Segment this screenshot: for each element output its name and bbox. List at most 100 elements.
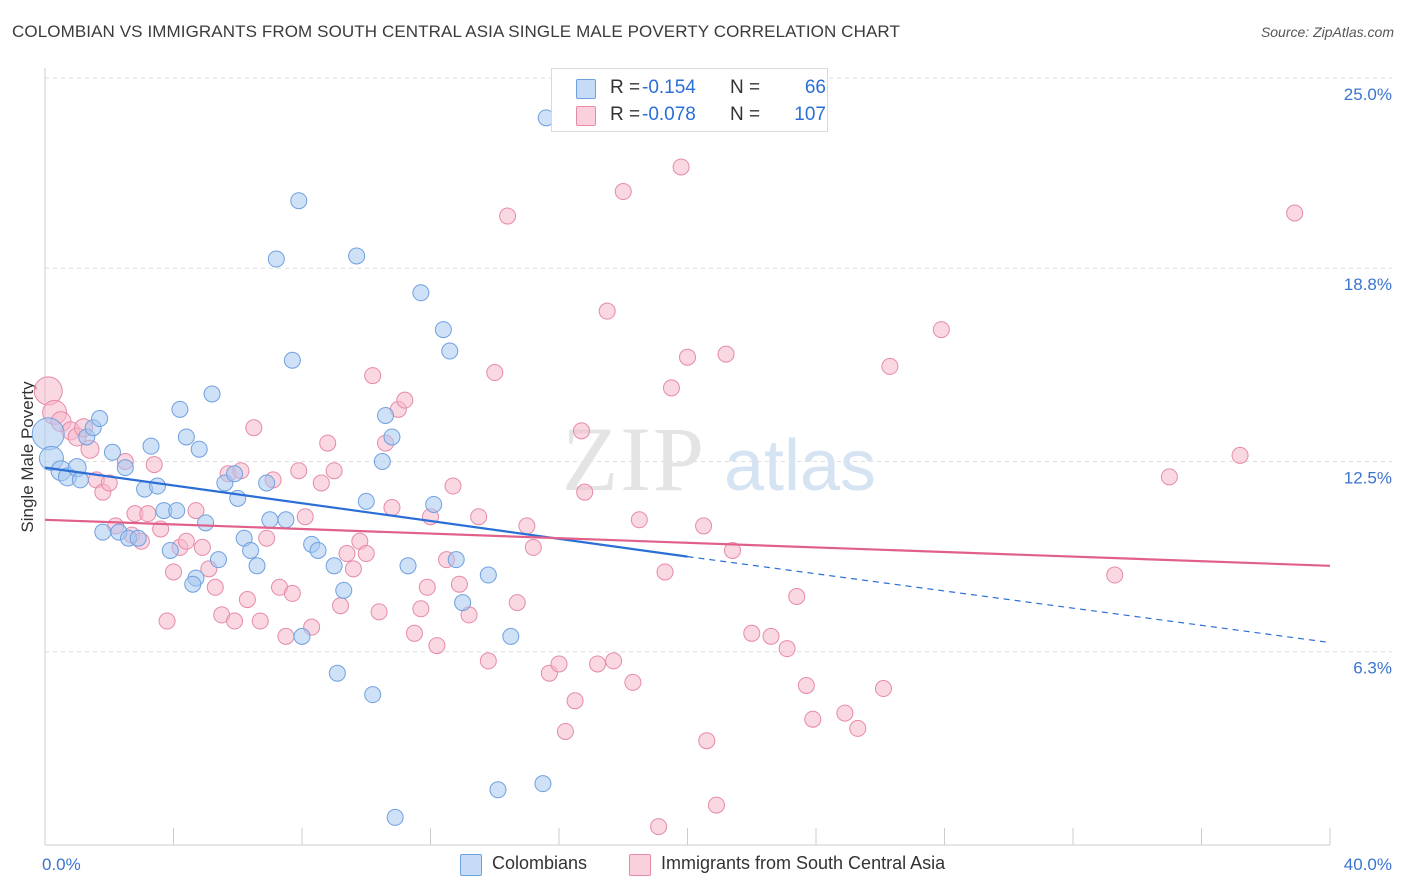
bottom-legend-label: Immigrants from South Central Asia	[661, 853, 946, 873]
data-point-colombians	[454, 594, 472, 612]
data-point-colombians	[335, 581, 353, 599]
data-point-south-central-asia	[762, 627, 780, 645]
gridlines	[45, 77, 1392, 653]
legend-r-label: R =	[610, 104, 641, 125]
data-point-south-central-asia	[874, 680, 892, 698]
data-point-colombians	[502, 627, 520, 645]
data-point-south-central-asia	[550, 655, 568, 673]
data-point-colombians	[31, 417, 65, 451]
correlation-legend: R = -0.154 N = 66 R = -0.078 N = 107	[551, 68, 828, 132]
series-south-central-asia-points	[33, 158, 1304, 836]
data-point-colombians	[309, 541, 327, 559]
data-point-south-central-asia	[656, 563, 674, 581]
data-point-south-central-asia	[226, 612, 244, 630]
x-tick-label-min: 0.0%	[42, 855, 81, 874]
data-point-colombians	[441, 342, 459, 360]
data-point-south-central-asia	[499, 207, 517, 225]
data-point-colombians	[267, 250, 285, 268]
data-point-south-central-asia	[679, 348, 696, 366]
data-point-colombians	[91, 410, 109, 428]
data-point-colombians	[261, 511, 279, 529]
data-point-colombians	[148, 477, 166, 495]
data-point-colombians	[142, 437, 160, 455]
legend-r-value: -0.154	[642, 77, 696, 98]
data-point-south-central-asia	[486, 364, 504, 382]
data-point-south-central-asia	[470, 508, 488, 526]
data-point-south-central-asia	[319, 434, 337, 452]
tick-labels: 6.3% 12.5% 18.8% 25.0% 0.0% 40.0%	[42, 85, 1392, 874]
data-point-colombians	[293, 627, 311, 645]
data-point-south-central-asia	[788, 587, 806, 605]
data-point-south-central-asia	[849, 719, 867, 737]
data-point-south-central-asia	[357, 545, 375, 563]
data-point-south-central-asia	[325, 462, 343, 480]
data-point-colombians	[248, 557, 266, 575]
data-point-south-central-asia	[444, 477, 462, 495]
data-point-colombians	[489, 781, 507, 799]
chart-title: COLOMBIAN VS IMMIGRANTS FROM SOUTH CENTR…	[12, 22, 900, 41]
data-point-south-central-asia	[630, 511, 648, 529]
data-point-south-central-asia	[238, 591, 256, 609]
data-point-south-central-asia	[1231, 446, 1249, 464]
data-point-south-central-asia	[614, 183, 632, 201]
legend-swatch-blue	[576, 79, 596, 99]
data-point-south-central-asia	[277, 627, 295, 645]
source-label: Source: ZipAtlas.com	[1260, 24, 1394, 40]
legend-r-value: -0.078	[642, 104, 696, 125]
data-point-south-central-asia	[383, 499, 401, 517]
data-point-south-central-asia	[177, 532, 195, 550]
data-point-south-central-asia	[145, 456, 163, 474]
data-point-colombians	[534, 775, 552, 793]
data-point-south-central-asia	[576, 483, 594, 501]
data-point-south-central-asia	[418, 578, 436, 596]
data-point-colombians	[479, 566, 497, 584]
data-point-south-central-asia	[881, 357, 899, 375]
data-point-south-central-asia	[344, 560, 362, 578]
data-point-colombians	[197, 514, 215, 532]
data-point-colombians	[434, 321, 452, 339]
trend-line-south-central-asia	[44, 518, 1331, 567]
data-point-colombians	[383, 428, 401, 446]
data-point-south-central-asia	[605, 652, 623, 670]
data-point-colombians	[348, 247, 366, 265]
y-tick-label: 12.5%	[1344, 469, 1392, 488]
data-point-south-central-asia	[804, 710, 822, 728]
y-tick-label: 18.8%	[1344, 275, 1392, 294]
data-point-south-central-asia	[524, 538, 542, 556]
data-point-colombians	[447, 551, 465, 569]
data-point-south-central-asia	[572, 422, 590, 440]
data-point-colombians	[242, 541, 260, 559]
data-point-south-central-asia	[364, 367, 382, 385]
data-point-south-central-asia	[717, 345, 735, 363]
trend-line-colombians	[44, 466, 688, 558]
data-point-south-central-asia	[743, 624, 761, 642]
data-point-colombians	[425, 495, 443, 513]
data-point-south-central-asia	[508, 594, 526, 612]
data-point-colombians	[373, 453, 391, 470]
legend-n-value: 107	[794, 104, 826, 125]
data-point-colombians	[129, 529, 147, 547]
data-point-colombians	[203, 385, 221, 403]
data-point-south-central-asia	[396, 391, 414, 409]
data-point-colombians	[328, 664, 346, 682]
data-point-colombians	[386, 808, 404, 826]
data-point-south-central-asia	[450, 575, 468, 593]
data-point-south-central-asia	[566, 692, 584, 710]
data-point-south-central-asia	[187, 502, 205, 520]
data-point-south-central-asia	[598, 302, 616, 320]
data-point-south-central-asia	[296, 508, 314, 526]
data-point-south-central-asia	[193, 538, 211, 556]
legend-swatch-pink	[576, 106, 596, 126]
data-point-south-central-asia	[139, 505, 157, 523]
data-point-colombians	[116, 459, 134, 477]
data-point-colombians	[177, 428, 195, 446]
data-point-south-central-asia	[778, 640, 796, 658]
data-point-south-central-asia	[412, 600, 430, 618]
data-point-colombians	[94, 523, 112, 541]
data-point-colombians	[357, 492, 375, 510]
data-point-colombians	[283, 351, 301, 369]
data-point-colombians	[103, 443, 121, 461]
data-point-south-central-asia	[797, 676, 815, 694]
data-point-south-central-asia	[290, 462, 308, 480]
